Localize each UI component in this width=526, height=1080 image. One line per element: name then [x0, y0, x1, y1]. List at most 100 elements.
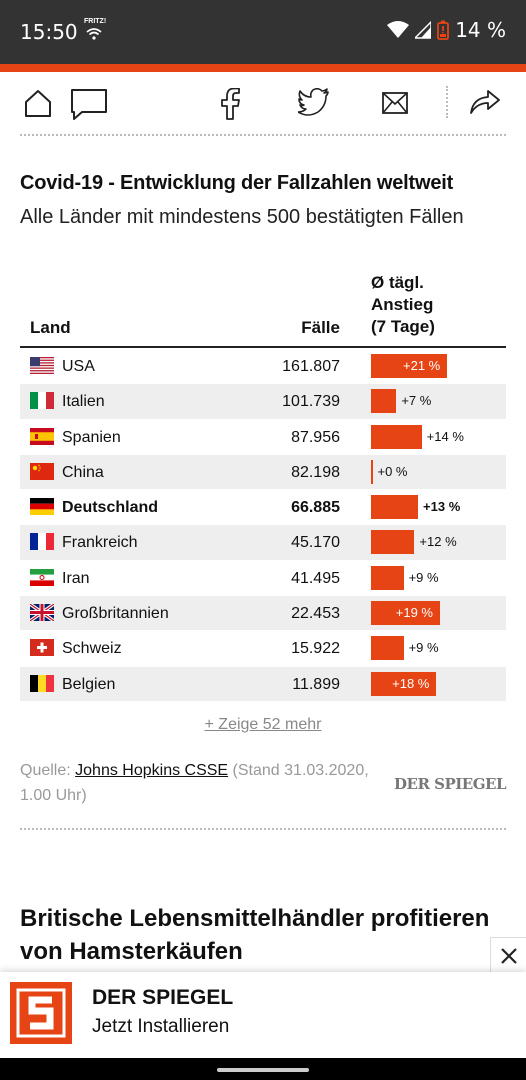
table-row: China 82.198 +0 %	[20, 454, 506, 491]
battery-icon	[437, 20, 450, 40]
close-banner-button[interactable]	[490, 937, 526, 973]
case-count: 87.956	[291, 428, 340, 446]
flag-ir-icon	[30, 568, 54, 586]
increase-bar	[371, 389, 397, 414]
case-count: 41.495	[291, 569, 340, 587]
country-name: Belgien	[62, 675, 116, 693]
table-row: Großbritannien 22.453 +19 %	[20, 596, 506, 632]
increase-bar	[371, 636, 404, 661]
case-count: 45.170	[291, 534, 340, 552]
spiegel-app-icon	[10, 982, 72, 1044]
country-name: USA	[62, 358, 95, 375]
home-gesture-bar[interactable]	[217, 1068, 309, 1072]
country-name: China	[62, 463, 104, 481]
flag-es-icon	[30, 427, 54, 445]
increase-label: +12 %	[419, 534, 457, 550]
country-name: Deutschland	[62, 499, 159, 517]
flag-cn-icon	[30, 462, 54, 480]
case-count: 11.899	[292, 675, 340, 693]
increase-label: +19 %	[395, 605, 433, 621]
increase-bar	[371, 495, 419, 520]
country-name: Iran	[62, 569, 90, 587]
table-row: Belgien 11.899 +18 %	[20, 666, 506, 702]
table-row: Frankreich 45.170 +12 %	[20, 525, 506, 561]
signal-icon	[415, 21, 432, 39]
country-name: Großbritannien	[62, 605, 169, 623]
article-toolbar	[20, 84, 506, 124]
case-count: 161.807	[282, 358, 340, 375]
app-install-banner[interactable]: DER SPIEGEL Jetzt Installieren	[0, 972, 526, 1058]
table-row: Iran 41.495 +9 %	[20, 561, 506, 597]
next-article-title[interactable]: Britische Lebensmittelhändler profitiere…	[20, 905, 490, 965]
increase-bar	[371, 530, 415, 555]
increase-bar	[371, 459, 373, 484]
increase-label: +0 %	[377, 463, 408, 479]
column-header-increase: Ø tägl. Anstieg (7 Tage)	[371, 273, 435, 336]
case-count: 15.922	[291, 640, 340, 658]
case-count: 82.198	[291, 463, 340, 481]
source-link[interactable]: Johns Hopkins CSSE	[75, 762, 229, 779]
country-name: Schweiz	[62, 640, 122, 658]
table-row: USA 161.807 +21 %	[20, 349, 506, 385]
flag-de-icon	[30, 498, 54, 516]
increase-bar	[371, 671, 437, 696]
source-note: Quelle: Johns Hopkins CSSE (Stand 31.03.…	[20, 758, 390, 808]
table-row: Spanien 87.956 +14 %	[20, 420, 506, 455]
increase-bar	[371, 354, 447, 378]
flag-ch-icon	[30, 639, 54, 657]
divider	[20, 828, 506, 830]
country-name: Spanien	[62, 428, 121, 446]
accent-bar	[0, 64, 526, 72]
flag-be-icon	[30, 674, 54, 692]
publisher-logo: DER SPIEGEL	[394, 775, 506, 793]
increase-label: +13 %	[423, 499, 461, 515]
app-name: DER SPIEGEL	[92, 986, 234, 1009]
source-prefix: Quelle:	[20, 762, 76, 779]
case-count: 66.885	[291, 499, 340, 517]
table-row: Deutschland 66.885 +13 %	[20, 490, 506, 526]
increase-bar	[371, 601, 440, 626]
twitter-icon[interactable]	[298, 88, 330, 116]
increase-bar	[371, 424, 422, 449]
table-row: Italien 101.739 +7 %	[20, 384, 506, 420]
system-nav-bar	[0, 1058, 526, 1080]
share-icon[interactable]	[470, 90, 500, 114]
country-name: Italien	[62, 393, 105, 411]
increase-label: +9 %	[408, 640, 439, 656]
table-row: Schweiz 15.922 +9 %	[20, 631, 506, 667]
wifi-small-icon	[86, 28, 102, 40]
column-header-cases: Fälle	[301, 318, 340, 337]
status-bar: 15:50 FRITZ! 14 %	[0, 0, 526, 64]
increase-label: +7 %	[401, 393, 432, 409]
increase-bar	[371, 565, 404, 590]
install-button[interactable]: Jetzt Installieren	[92, 1016, 230, 1037]
toolbar-divider	[446, 86, 448, 118]
flag-gb-icon	[30, 604, 54, 622]
network-label: FRITZ!	[84, 18, 107, 25]
home-icon[interactable]	[24, 88, 52, 118]
case-count: 22.453	[291, 605, 340, 623]
comment-icon[interactable]	[70, 88, 108, 120]
divider	[20, 134, 506, 136]
show-more-link[interactable]: + Zeige 52 mehr	[204, 716, 322, 733]
flag-fr-icon	[30, 533, 54, 551]
table-header: Land Fälle Ø tägl. Anstieg (7 Tage)	[20, 268, 506, 348]
increase-label: +14 %	[426, 428, 464, 444]
wifi-icon	[387, 21, 410, 38]
flag-us-icon	[30, 357, 54, 374]
column-header-country: Land	[30, 318, 71, 337]
increase-label: +9 %	[408, 569, 439, 585]
status-time: 15:50	[20, 20, 78, 44]
battery-level: 14 %	[455, 18, 506, 42]
increase-label: +18 %	[392, 675, 430, 691]
close-icon	[500, 947, 517, 964]
facebook-icon[interactable]	[218, 88, 242, 120]
source-suffix: (Stand 31.03.2020, 1.00 Uhr)	[20, 762, 369, 804]
mail-icon[interactable]	[382, 92, 408, 114]
chart-subtitle: Alle Länder mit mindestens 500 bestätigt…	[20, 206, 464, 228]
country-name: Frankreich	[62, 534, 138, 552]
case-count: 101.739	[282, 393, 340, 411]
increase-label: +21 %	[403, 358, 441, 373]
table-body: USA 161.807 +21 % Italien 101.739 +7 % Spanien…	[20, 349, 506, 702]
flag-it-icon	[30, 392, 54, 410]
